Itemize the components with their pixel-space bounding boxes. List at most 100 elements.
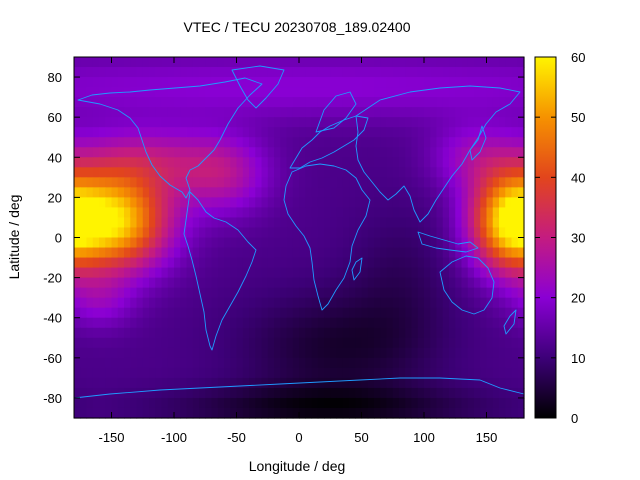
heat-cell: [236, 157, 244, 168]
heat-cell: [74, 87, 81, 98]
heat-cell: [261, 347, 269, 359]
heat-cell: [399, 77, 406, 88]
heat-cell: [261, 317, 269, 329]
heat-cell: [330, 397, 338, 409]
heat-cell: [80, 327, 88, 339]
heat-cell: [167, 277, 175, 289]
heat-cell: [455, 57, 463, 68]
heat-cell: [167, 387, 175, 399]
heat-cell: [330, 167, 338, 178]
heat-cell: [267, 227, 275, 239]
heat-cell: [480, 97, 488, 108]
heat-cell: [374, 157, 381, 168]
heat-cell: [86, 137, 94, 148]
heat-cell: [492, 307, 500, 319]
heat-cell: [249, 237, 256, 249]
heat-cell: [424, 367, 431, 379]
heat-cell: [192, 207, 200, 219]
heat-cell: [142, 307, 150, 319]
heat-cell: [142, 67, 150, 78]
heat-cell: [211, 137, 219, 148]
heat-cell: [186, 277, 194, 289]
heat-cell: [480, 317, 488, 329]
heat-cell: [74, 197, 81, 209]
heat-cell: [511, 147, 519, 158]
heat-cell: [211, 57, 219, 68]
heat-cell: [405, 157, 413, 168]
heat-cell: [386, 397, 394, 409]
heat-cell: [330, 237, 338, 249]
heat-cell: [492, 387, 500, 399]
heat-cell: [436, 97, 444, 108]
heat-cell: [424, 177, 431, 188]
heat-cell: [92, 377, 100, 389]
heat-cell: [286, 237, 294, 249]
heat-cell: [430, 97, 438, 108]
heat-cell: [399, 187, 406, 198]
heat-cell: [449, 197, 456, 209]
heat-cell: [342, 147, 350, 158]
heat-cell: [411, 97, 419, 108]
heat-cell: [374, 217, 381, 229]
heat-cell: [317, 97, 325, 108]
heat-cell: [317, 267, 325, 279]
heat-cell: [180, 107, 188, 118]
heat-cell: [386, 377, 394, 389]
heat-cell: [74, 217, 81, 229]
heat-cell: [186, 127, 194, 138]
heat-cell: [367, 147, 375, 158]
heat-cell: [280, 307, 288, 319]
heat-cell: [292, 337, 300, 349]
heat-cell: [305, 407, 313, 419]
heat-cell: [142, 227, 150, 239]
heat-cell: [186, 87, 194, 98]
heat-cell: [186, 267, 194, 279]
heat-cell: [486, 327, 494, 339]
heat-cell: [317, 237, 325, 249]
heat-cell: [167, 67, 175, 78]
heat-cell: [142, 277, 150, 289]
heat-cell: [480, 387, 488, 399]
heat-cell: [80, 407, 88, 419]
heat-cell: [205, 307, 213, 319]
heat-cell: [399, 227, 406, 239]
heat-cell: [411, 217, 419, 229]
heat-cell: [236, 337, 244, 349]
heat-cell: [267, 147, 275, 158]
heat-cell: [274, 177, 281, 188]
heat-cell: [317, 287, 325, 299]
heat-cell: [361, 327, 369, 339]
heat-cell: [130, 347, 138, 359]
heat-cell: [355, 117, 363, 128]
heat-cell: [86, 287, 94, 299]
heat-cell: [149, 407, 156, 419]
heat-cell: [336, 107, 344, 118]
heat-cell: [305, 177, 313, 188]
heat-cell: [280, 97, 288, 108]
heat-cell: [467, 67, 475, 78]
heat-cell: [211, 387, 219, 399]
heat-cell: [324, 87, 331, 98]
heat-cell: [111, 147, 119, 158]
heat-cell: [355, 67, 363, 78]
heat-cell: [230, 237, 238, 249]
heat-cell: [492, 257, 500, 269]
heat-cell: [149, 227, 156, 239]
heat-cell: [267, 277, 275, 289]
heat-cell: [299, 297, 306, 309]
heat-cell: [186, 217, 194, 229]
heat-cell: [386, 167, 394, 178]
heat-cell: [517, 107, 525, 118]
heat-cell: [336, 247, 344, 259]
heat-cell: [299, 277, 306, 289]
heat-cell: [255, 57, 263, 68]
heat-cell: [174, 287, 181, 299]
heat-cell: [161, 287, 169, 299]
heat-cell: [399, 57, 406, 68]
heat-cell: [405, 137, 413, 148]
heat-cell: [236, 167, 244, 178]
heat-cell: [92, 207, 100, 219]
heat-cell: [417, 277, 425, 289]
heat-cell: [80, 167, 88, 178]
heat-cell: [474, 257, 481, 269]
